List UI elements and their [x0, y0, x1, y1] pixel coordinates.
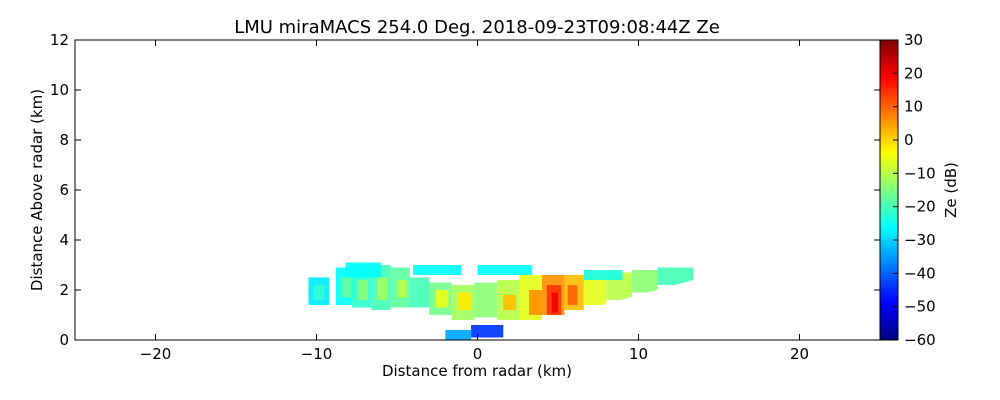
- y-tick-label: 6: [59, 181, 69, 199]
- echo-cell-19: [529, 290, 542, 315]
- x-axis: −20 −10 0 10 20: [140, 40, 809, 363]
- colorbar-label: Ze (dB): [942, 162, 960, 218]
- x-tick-label: 0: [473, 345, 483, 363]
- x-axis-label: Distance from radar (km): [382, 362, 572, 380]
- echo-cell-14: [458, 292, 472, 310]
- reflectivity-field: [308, 262, 694, 340]
- y-tick-label: 10: [50, 81, 69, 99]
- x-tick-label: 10: [629, 345, 648, 363]
- y-tick-label: 4: [59, 231, 69, 249]
- echo-cell-34: [583, 270, 623, 280]
- echo-cell-27: [632, 270, 658, 293]
- echo-cell-31: [345, 262, 381, 278]
- colorbar-tick-label: −40: [904, 264, 936, 282]
- echo-cell-32: [413, 265, 462, 275]
- colorbar-tick-label: −10: [904, 164, 936, 182]
- colorbar-tick-label: 30: [904, 31, 923, 49]
- colorbar-ticks: 30 20 10 0 −10 −20 −30 −40 −50 −60: [893, 31, 936, 349]
- no-echo-wedge: [519, 280, 694, 340]
- y-tick-label: 8: [59, 131, 69, 149]
- echo-cell-5: [358, 280, 369, 300]
- echo-cell-29: [471, 325, 504, 338]
- colorbar-tick-label: −20: [904, 198, 936, 216]
- echo-cell-10: [409, 277, 430, 308]
- echo-cell-25: [583, 275, 607, 305]
- colorbar-tick-label: −30: [904, 231, 936, 249]
- colorbar: 30 20 10 0 −10 −20 −30 −40 −50 −60 Ze (dB): [879, 31, 960, 349]
- echo-cell-9: [397, 280, 407, 298]
- echo-cell-7: [377, 277, 388, 300]
- y-axis-label: Distance Above radar (km): [28, 89, 46, 291]
- y-tick-label: 12: [50, 31, 69, 49]
- colorbar-gradient: [879, 39, 899, 341]
- echo-cell-30: [445, 330, 472, 340]
- echo-cell-12: [435, 290, 449, 308]
- plot-area: −20 −10 0 10 20 0 2 4 6 8 10 12: [50, 31, 881, 363]
- echo-cell-15: [474, 282, 497, 318]
- echo-cell-1: [313, 285, 325, 300]
- echo-cell-28: [657, 267, 694, 285]
- colorbar-tick-label: 10: [904, 98, 923, 116]
- x-tick-label: 20: [790, 345, 809, 363]
- colorbar-tick-label: −50: [904, 298, 936, 316]
- colorbar-tick-label: 20: [904, 64, 923, 82]
- x-tick-label: −10: [301, 345, 333, 363]
- echo-cell-22: [551, 292, 558, 313]
- echo-cell-33: [477, 265, 533, 275]
- colorbar-tick-label: −60: [904, 331, 936, 349]
- y-tick-label: 0: [59, 331, 69, 349]
- colorbar-tick-label: 0: [904, 131, 914, 149]
- x-tick-label: −20: [140, 345, 172, 363]
- echo-cell-17: [503, 295, 517, 310]
- y-tick-label: 2: [59, 281, 69, 299]
- chart-title: LMU miraMACS 254.0 Deg. 2018-09-23T09:08…: [234, 17, 720, 38]
- echo-cell-24: [567, 285, 578, 305]
- y-axis: 0 2 4 6 8 10 12: [50, 31, 880, 349]
- echo-cell-3: [340, 277, 356, 298]
